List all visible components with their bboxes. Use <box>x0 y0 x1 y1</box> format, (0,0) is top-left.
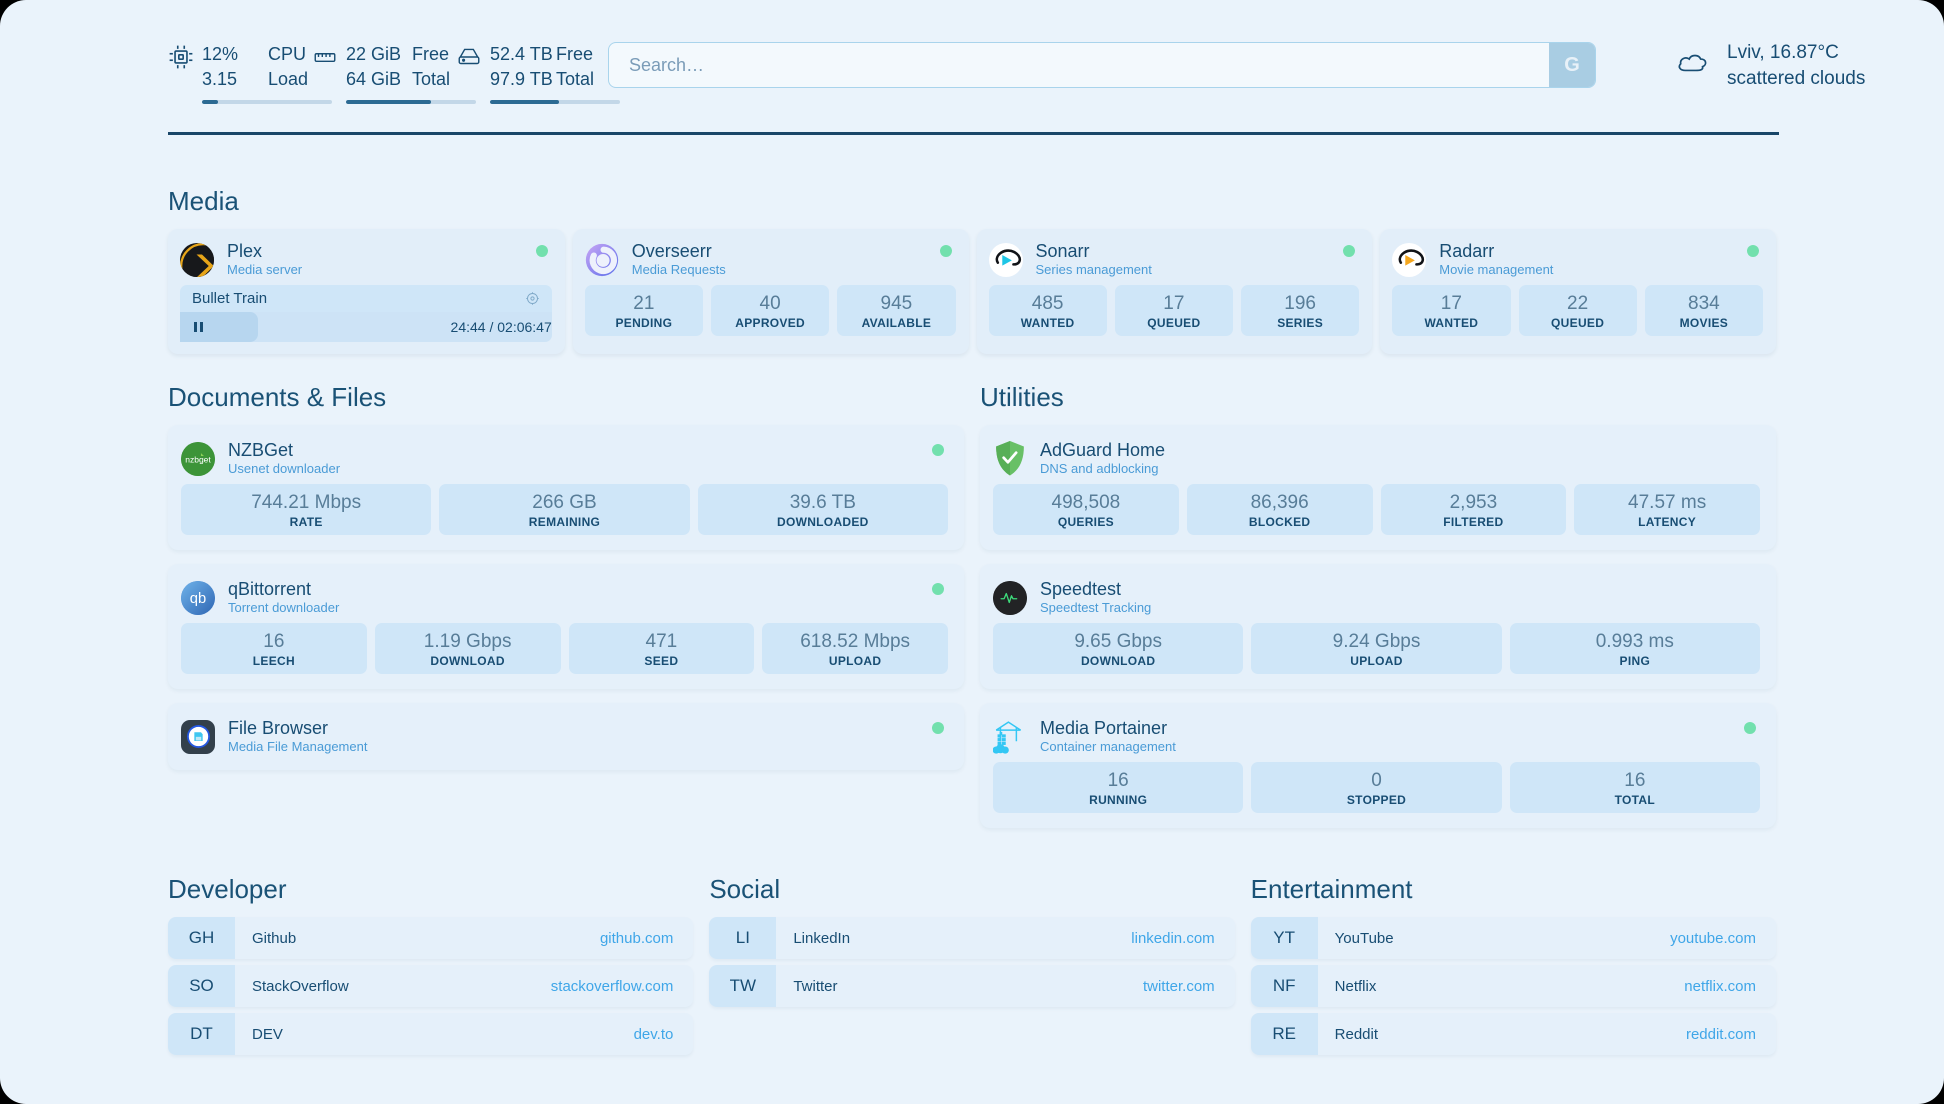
svg-text:nzbget: nzbget <box>185 454 211 464</box>
svg-text:qb: qb <box>190 591 206 607</box>
